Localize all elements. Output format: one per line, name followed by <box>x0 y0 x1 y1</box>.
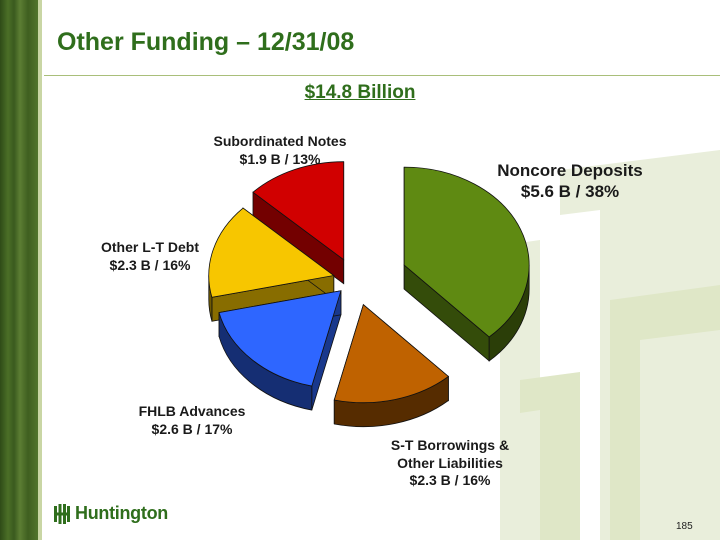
label-subordinated-notes-value: $1.9 B / 13% <box>239 150 321 167</box>
label-st-borrowings-value: $2.3 B / 16% <box>409 472 491 488</box>
label-fhlb-advances-name: FHLB Advances <box>138 403 246 419</box>
slide-title: Other Funding – 12/31/08 <box>57 28 355 56</box>
total-amount-text: $14.8 Billion <box>304 82 416 103</box>
pie-slice-top <box>333 303 450 404</box>
total-amount: $14.8 Billion <box>0 82 720 104</box>
huntington-logo: Huntington <box>54 503 168 524</box>
label-subordinated-notes-name: Subordinated Notes <box>213 133 347 149</box>
pie-slice-0 <box>403 166 530 362</box>
pie-slice-2 <box>218 290 342 411</box>
label-subordinated-notes: Subordinated Notes $1.9 B / 13% <box>190 133 370 168</box>
pie-slice-top <box>252 161 345 261</box>
pie-slice-4 <box>252 161 345 285</box>
label-st-borrowings-name-2: Other Liabilities <box>397 454 503 471</box>
pie-slice-top <box>208 207 335 298</box>
pie-slice-top <box>403 166 530 338</box>
side-band <box>0 0 42 540</box>
label-other-lt-debt: Other L-T Debt $2.3 B / 16% <box>70 239 230 274</box>
pie-slice-top <box>218 290 342 387</box>
label-noncore-deposits-value: $5.6 B / 38% <box>520 182 620 202</box>
title-divider <box>44 75 720 76</box>
logo-text: Huntington <box>75 503 168 523</box>
label-other-lt-debt-value: $2.3 B / 16% <box>109 256 191 273</box>
label-other-lt-debt-name: Other L-T Debt <box>101 239 199 255</box>
huntington-logo-icon <box>54 503 70 524</box>
page-number: 185 <box>676 521 693 532</box>
pie-slice-1 <box>333 303 450 428</box>
label-st-borrowings-name: S-T Borrowings & <box>390 437 510 453</box>
label-noncore-deposits: Noncore Deposits $5.6 B / 38% <box>460 160 680 203</box>
label-noncore-deposits-name: Noncore Deposits <box>497 161 643 180</box>
label-fhlb-advances-value: $2.6 B / 17% <box>151 420 233 437</box>
label-st-borrowings: S-T Borrowings & Other Liabilities $2.3 … <box>360 437 540 490</box>
label-fhlb-advances: FHLB Advances $2.6 B / 17% <box>112 403 272 438</box>
